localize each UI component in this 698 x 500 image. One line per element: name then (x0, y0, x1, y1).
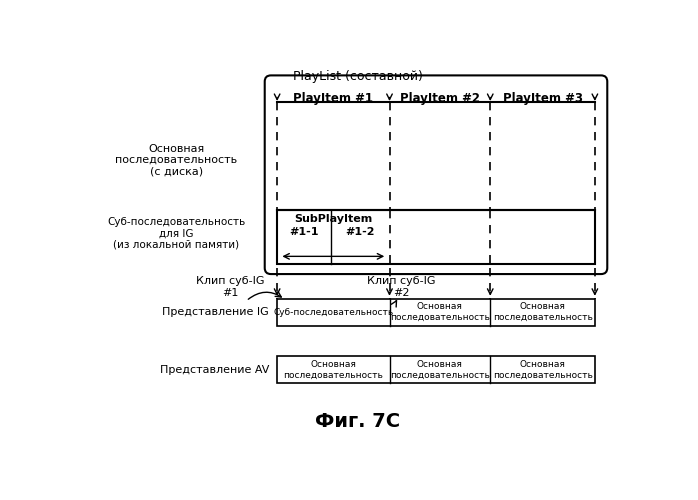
Text: Суб-последовательность
для IG
(из локальной памяти): Суб-последовательность для IG (из локаль… (107, 216, 246, 250)
Text: PlayItem #2: PlayItem #2 (400, 92, 480, 105)
Bar (277, 298, 595, 326)
Text: SubPlayItem: SubPlayItem (294, 214, 373, 224)
Text: #1-1: #1-1 (290, 226, 319, 236)
FancyBboxPatch shape (265, 76, 607, 274)
Text: Представление AV: Представление AV (161, 365, 270, 375)
Text: #1-2: #1-2 (346, 226, 376, 236)
Text: Клип суб-IG
#2: Клип суб-IG #2 (367, 276, 436, 298)
Text: Основная
последовательность: Основная последовательность (493, 360, 593, 380)
Text: PlayItem #1: PlayItem #1 (293, 92, 373, 105)
Text: Основная
последовательность: Основная последовательность (390, 302, 490, 322)
Bar (277, 356, 595, 384)
Text: Основная
последовательность: Основная последовательность (493, 302, 593, 322)
Text: Клип суб-IG
#1: Клип суб-IG #1 (196, 276, 265, 298)
Text: PlayItem #3: PlayItem #3 (503, 92, 583, 105)
Text: Суб-последовательность: Суб-последовательность (273, 308, 394, 316)
Text: Основная
последовательность
(с диска): Основная последовательность (с диска) (115, 144, 237, 176)
Bar (277, 210, 595, 264)
Text: Фиг. 7C: Фиг. 7C (315, 412, 400, 432)
Text: Основная
последовательность: Основная последовательность (390, 360, 490, 380)
Text: PlayList (составной): PlayList (составной) (292, 70, 423, 82)
Text: Основная
последовательность: Основная последовательность (283, 360, 383, 380)
Text: Представление IG: Представление IG (162, 307, 269, 317)
